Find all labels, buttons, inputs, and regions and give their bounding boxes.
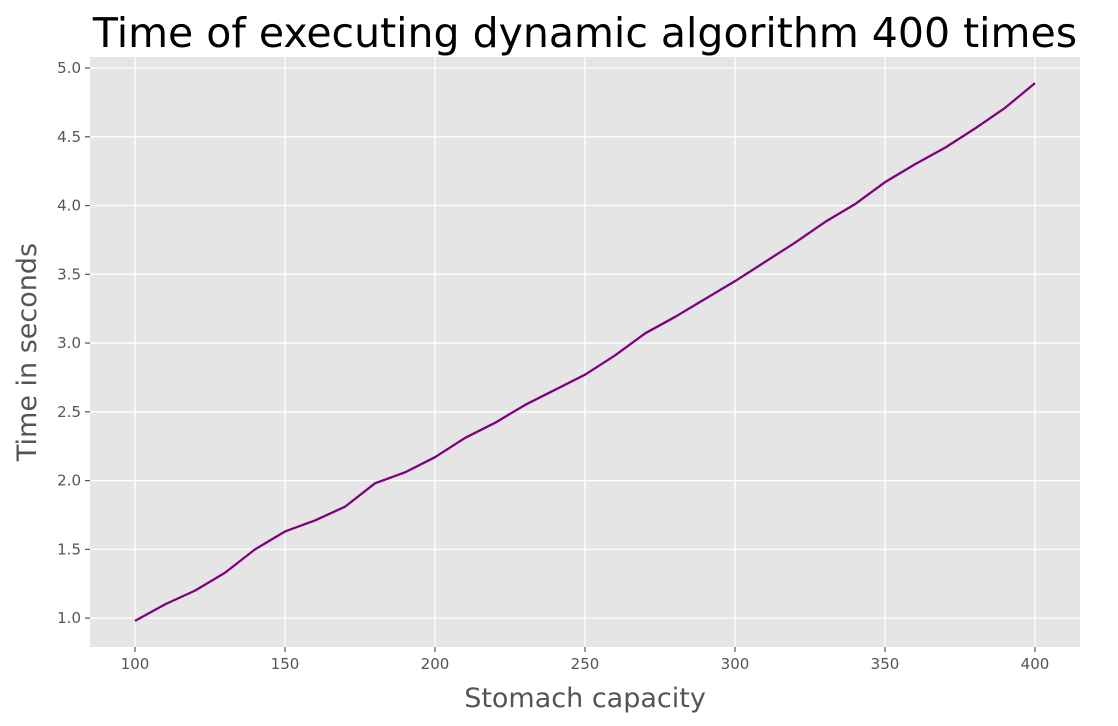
x-tick-label: 100: [121, 655, 150, 673]
x-tick-label: 250: [571, 655, 600, 673]
x-axis-label: Stomach capacity: [464, 683, 706, 714]
y-tick-label: 4.0: [57, 197, 81, 215]
y-tick-label: 1.0: [57, 609, 81, 627]
y-tick-label: 2.0: [57, 472, 81, 490]
chart-title: Time of executing dynamic algorithm 400 …: [92, 9, 1077, 57]
x-tick-label: 150: [271, 655, 300, 673]
y-axis-label: Time in seconds: [12, 243, 43, 462]
series-layer: [134, 82, 1036, 622]
series-line: [134, 82, 1036, 622]
y-tick-label: 3.5: [57, 265, 81, 283]
y-tick-label: 5.0: [57, 59, 81, 77]
x-tick-label: 350: [871, 655, 900, 673]
y-tick-label: 3.0: [57, 334, 81, 352]
y-tick-label: 2.5: [57, 403, 81, 421]
axis-ticks: 100 150 200 250 300 350 400 1.0 1.5 2.0 2.5 3.0 3.5 4…: [57, 59, 1049, 673]
y-tick-label: 4.5: [57, 128, 81, 146]
x-tick-label: 300: [721, 655, 750, 673]
x-tick-label: 200: [421, 655, 450, 673]
y-tick-label: 1.5: [57, 540, 81, 558]
x-tick-label: 400: [1021, 655, 1050, 673]
